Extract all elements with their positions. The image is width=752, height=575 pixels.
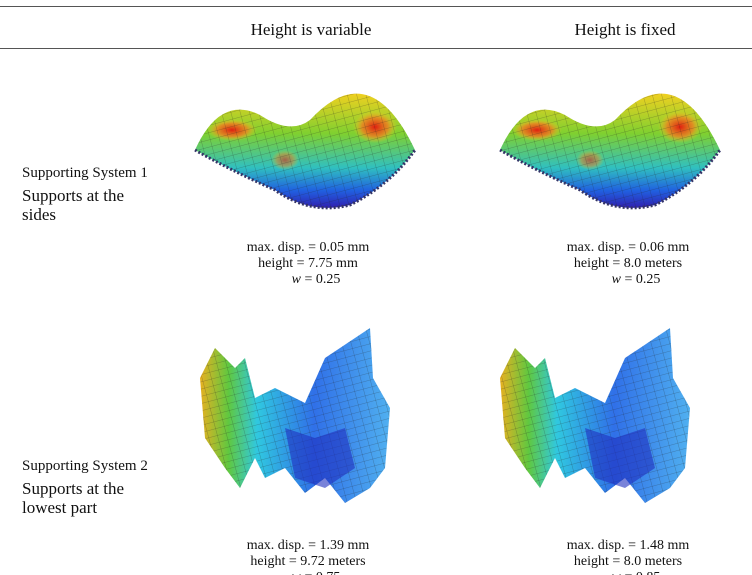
column-header: Height is variable [251, 20, 372, 40]
caption-height: height = 8.0 meters [574, 256, 682, 272]
top-rule [0, 6, 752, 7]
w-value: = 0.75 [304, 570, 340, 575]
caption-disp: max. disp. = 1.48 mm [567, 538, 690, 554]
caption-w: w = 0.25 [292, 272, 341, 288]
row-subtitle: Supports at the lowest part [22, 479, 152, 517]
row-subtitle: Supports at the sides [22, 186, 152, 224]
surface-figure [495, 318, 710, 518]
caption-w: w = 0.85 [612, 570, 661, 575]
page: Height is variable Height is fixed [0, 0, 752, 575]
caption-disp: max. disp. = 1.39 mm [247, 538, 370, 554]
w-symbol: w [612, 570, 621, 575]
w-value: = 0.85 [624, 570, 660, 575]
caption-height: height = 7.75 mm [258, 256, 358, 272]
surface-figure [195, 318, 410, 518]
w-value: = 0.25 [304, 272, 340, 287]
row-title: Supporting System 2 [22, 458, 148, 475]
header-rule [0, 48, 752, 49]
w-symbol: w [612, 272, 621, 287]
caption-w: w = 0.25 [612, 272, 661, 288]
w-symbol: w [292, 272, 301, 287]
caption-disp: max. disp. = 0.05 mm [247, 240, 370, 256]
caption-disp: max. disp. = 0.06 mm [567, 240, 690, 256]
surface-figure [495, 65, 730, 225]
w-symbol: w [292, 570, 301, 575]
column-header: Height is fixed [574, 20, 675, 40]
w-value: = 0.25 [624, 272, 660, 287]
caption-w: w = 0.75 [292, 570, 341, 575]
row-title: Supporting System 1 [22, 165, 148, 182]
caption-height: height = 9.72 meters [250, 554, 365, 570]
caption-height: height = 8.0 meters [574, 554, 682, 570]
surface-figure [190, 65, 425, 225]
